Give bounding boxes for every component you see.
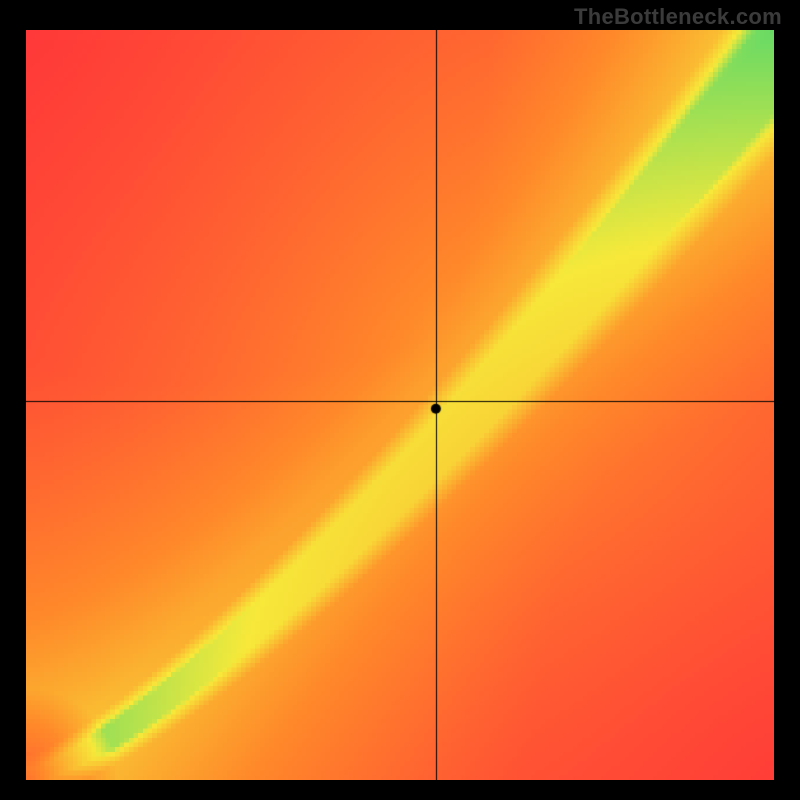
chart-container: { "watermark": { "text": "TheBottleneck.… <box>0 0 800 800</box>
bottleneck-heatmap <box>26 30 774 780</box>
watermark-text: TheBottleneck.com <box>574 4 782 30</box>
